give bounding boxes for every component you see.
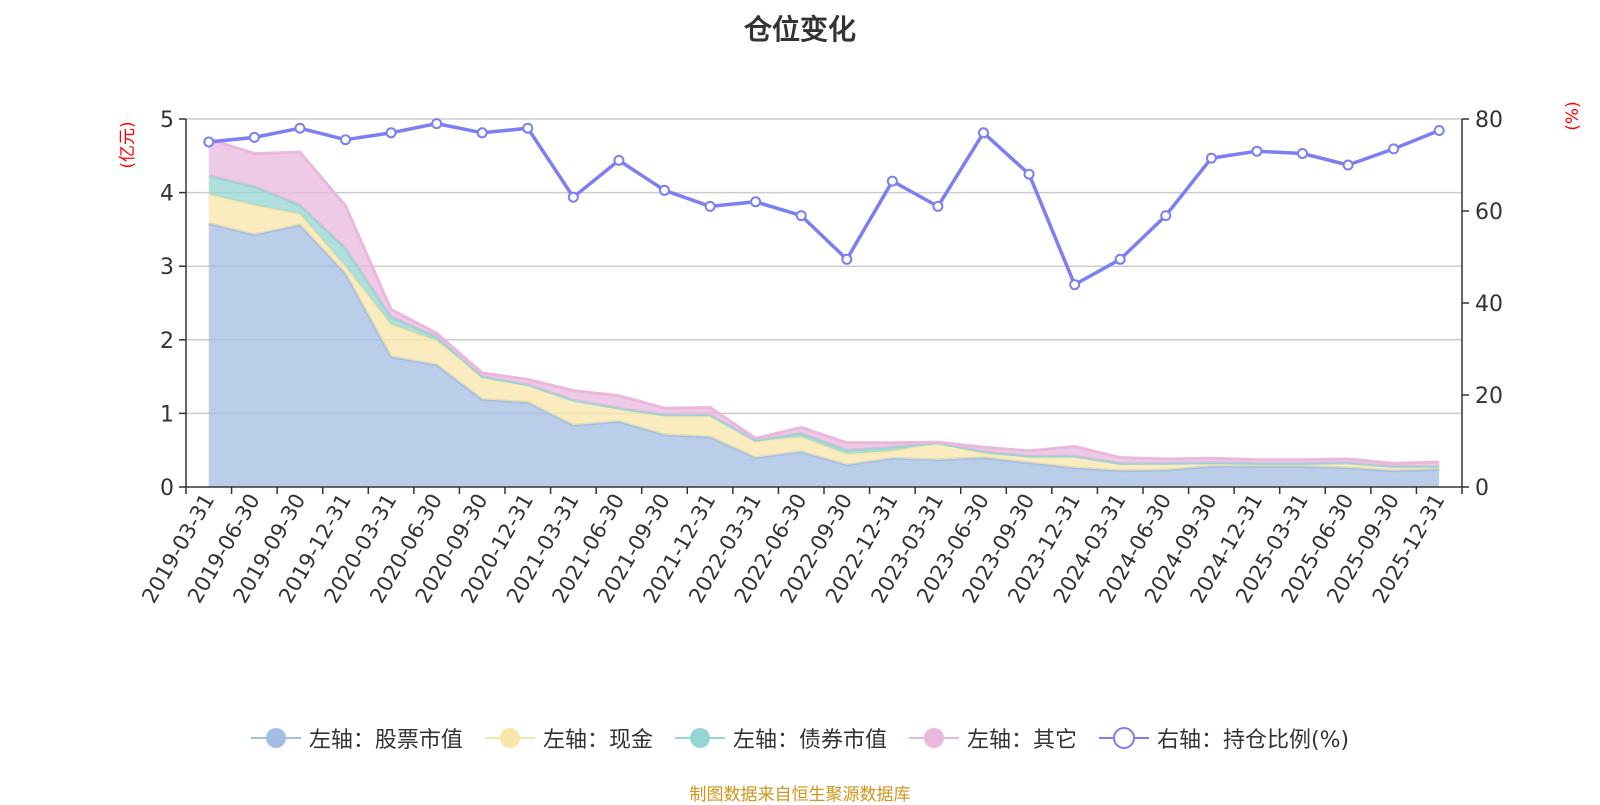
stacked-areas	[208, 137, 1440, 487]
right-axis-label: (%)	[1563, 101, 1583, 130]
legend-label-stock: 左轴：股票市值	[308, 728, 463, 753]
ratio-point	[1433, 125, 1445, 136]
ratio-point	[431, 118, 443, 130]
ratio-point	[1205, 152, 1217, 164]
position-change-chart: 0123450204060802019-03-312019-06-302019-…	[118, 101, 1583, 607]
left-tick-label: 0	[160, 476, 174, 501]
right-tick-label: 60	[1475, 200, 1503, 225]
left-tick-label: 1	[160, 402, 174, 427]
ratio-point	[750, 196, 762, 208]
legend: 左轴：股票市值 左轴：现金 左轴：债券市值 左轴：其它 右轴：持仓比例(%)	[0, 722, 1600, 754]
right-tick-label: 40	[1475, 292, 1503, 317]
legend-stock-icon	[250, 728, 301, 748]
ratio-point	[385, 127, 397, 139]
legend-label-cash: 左轴：现金	[542, 728, 653, 753]
ratio-point	[659, 184, 670, 196]
ratio-point	[476, 127, 488, 139]
legend-item-other[interactable]: 左轴：其它	[908, 722, 1077, 754]
ratio-point	[795, 210, 807, 222]
ratio-point	[203, 136, 215, 148]
area-cash	[208, 194, 1440, 471]
legend-item-bond[interactable]: 左轴：债券市值	[674, 722, 887, 754]
ratio-point	[613, 154, 625, 166]
ratio-point	[1388, 143, 1400, 155]
ratio-point	[1160, 210, 1172, 222]
left-axis-label: (亿元)	[118, 121, 138, 168]
area-edge-other	[208, 137, 1440, 465]
ratio-point	[886, 175, 898, 187]
legend-item-stock[interactable]: 左轴：股票市值	[250, 722, 463, 754]
ratio-point	[704, 200, 716, 212]
legend-label-ratio: 右轴：持仓比例(%)	[1156, 728, 1350, 753]
ratio-point	[1114, 253, 1126, 265]
ratio-point	[841, 253, 853, 265]
legend-label-bond: 左轴：债券市值	[732, 728, 887, 753]
ratio-point	[1023, 168, 1035, 180]
data-source-note: 制图数据来自恒生聚源数据库	[689, 785, 911, 805]
chart-title: 仓位变化	[743, 13, 856, 46]
ratio-line	[208, 121, 1440, 287]
ratio-point	[1069, 279, 1081, 291]
legend-bond-icon	[674, 728, 725, 748]
ratio-point	[1251, 145, 1263, 157]
ratio-point	[248, 131, 260, 143]
ratio-point	[567, 191, 579, 203]
legend-item-ratio[interactable]: 右轴：持仓比例(%)	[1098, 722, 1350, 754]
ratio-point	[978, 127, 989, 139]
right-tick-label: 20	[1475, 384, 1503, 409]
legend-ratio-icon	[1098, 727, 1149, 749]
ratio-point	[1342, 159, 1354, 171]
ratio-point	[932, 200, 944, 212]
right-tick-label: 80	[1475, 108, 1503, 133]
left-tick-label: 3	[160, 255, 174, 280]
area-stock	[208, 223, 1440, 487]
ratio-point	[340, 134, 351, 146]
legend-item-cash[interactable]: 左轴：现金	[484, 722, 653, 754]
legend-label-other: 左轴：其它	[966, 728, 1077, 753]
ratio-line-series	[203, 118, 1445, 291]
ratio-point	[294, 122, 306, 134]
ratio-point	[1297, 148, 1308, 159]
legend-other-icon	[908, 728, 959, 748]
left-tick-label: 5	[160, 108, 174, 133]
left-tick-label: 4	[160, 182, 174, 207]
ratio-point	[522, 122, 534, 134]
right-tick-label: 0	[1475, 476, 1489, 501]
left-tick-label: 2	[160, 329, 174, 354]
legend-cash-icon	[484, 728, 535, 748]
